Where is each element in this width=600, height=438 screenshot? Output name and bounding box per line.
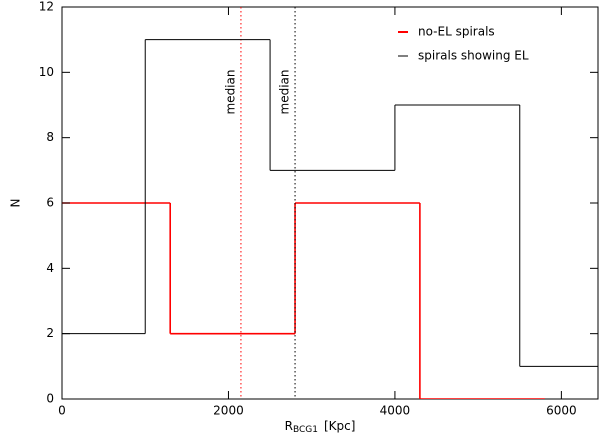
plot-area [62, 7, 598, 399]
median-label: median [223, 70, 237, 115]
y-tick-label: 8 [46, 130, 54, 144]
y-tick-label: 4 [46, 261, 54, 275]
axes: 0 2000 4000 6000 0 2 4 6 8 10 12 N RBCG1 [Kpc] median m… [9, 0, 598, 435]
y-tick-label: 0 [46, 392, 54, 406]
x-tick-label: 2000 [213, 404, 244, 418]
x-tick-label: 6000 [546, 404, 577, 418]
y-tick-label: 2 [46, 326, 54, 340]
y-tick-label: 10 [39, 65, 54, 79]
x-axis-label-part: BCG1 [293, 425, 318, 435]
x-axis-label: RBCG1 [Kpc] [285, 419, 356, 435]
y-tick-label: 12 [39, 0, 54, 14]
legend-label: no-EL spirals [418, 25, 495, 39]
x-axis-label-part: [Kpc] [324, 419, 355, 433]
median-label: median [278, 70, 292, 115]
y-axis-label: N [9, 199, 23, 208]
x-axis-label-part: R [285, 419, 293, 433]
x-tick-label: 0 [58, 404, 66, 418]
legend-label: spirals showing EL [418, 49, 529, 63]
y-tick-label: 6 [46, 196, 54, 210]
x-tick-label: 4000 [380, 404, 411, 418]
